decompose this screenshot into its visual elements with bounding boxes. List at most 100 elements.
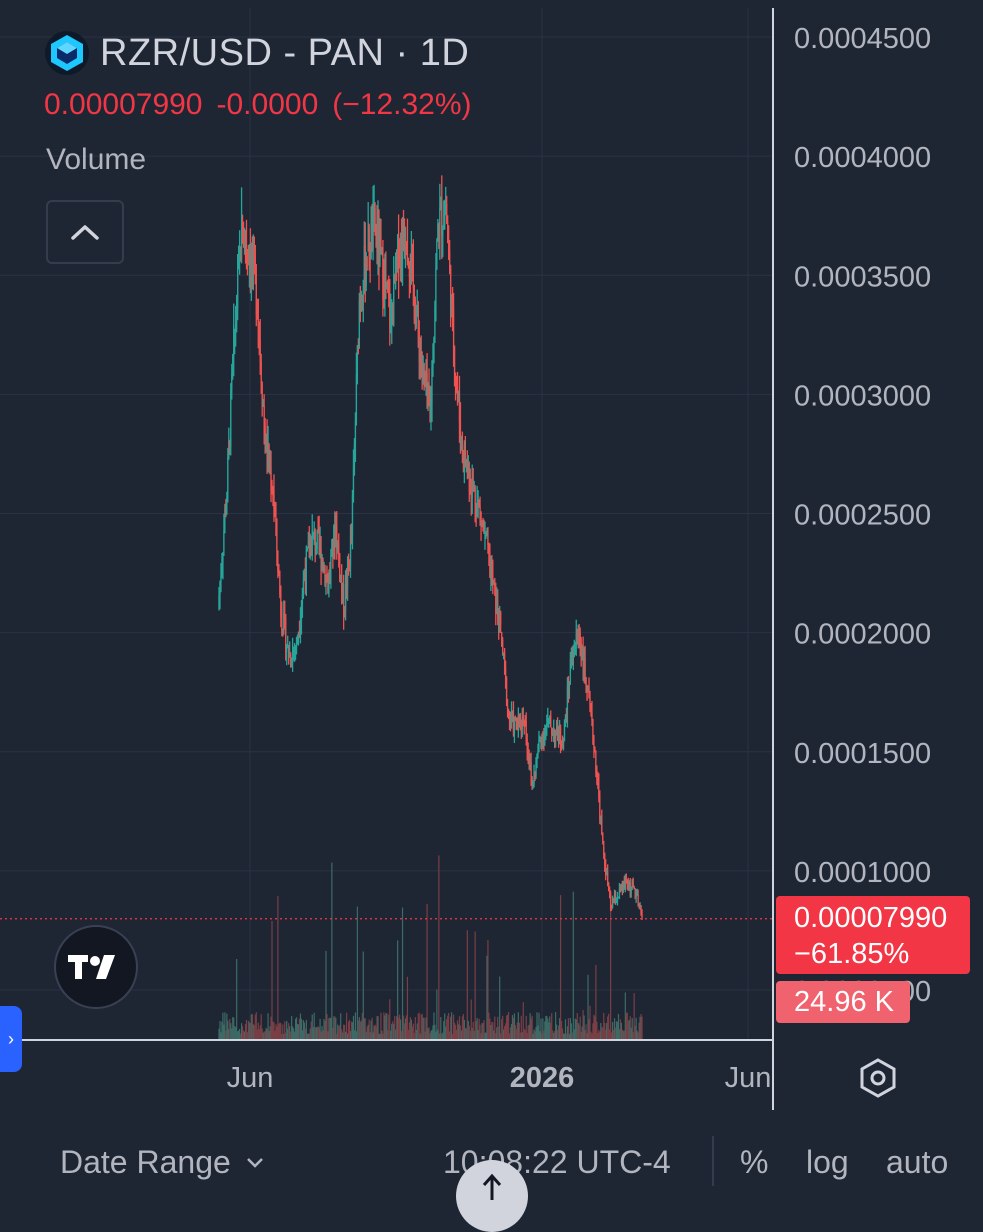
candle-body (478, 501, 480, 506)
candle-body (603, 847, 605, 855)
candle-body (560, 742, 563, 747)
tradingview-logo[interactable] (54, 925, 138, 1009)
candle-body (253, 250, 255, 258)
candle-body (502, 639, 504, 655)
candle-body (304, 573, 306, 585)
volume-bar (398, 1014, 401, 1040)
volume-bar (319, 1018, 321, 1040)
volume-bar (463, 1019, 465, 1040)
candle-body (392, 312, 394, 326)
volume-bar (249, 1023, 252, 1040)
candle-body (243, 230, 246, 245)
volume-bar (574, 1018, 576, 1040)
candle-body (219, 581, 221, 596)
candle-body (625, 878, 627, 884)
candle-body (418, 331, 420, 362)
volume-bar (521, 1032, 523, 1040)
log-toggle[interactable]: log (806, 1144, 849, 1180)
volume-bar (616, 1021, 619, 1040)
candle-body (425, 373, 427, 383)
volume-bar (471, 1027, 473, 1040)
volume-bar (474, 931, 476, 1040)
price-chart[interactable]: 0.0004500 0.0004000 0.0003500 0.0003000 0.00… (0, 0, 983, 1200)
candle-body (303, 574, 305, 580)
candle-body (249, 251, 252, 277)
candle-body (487, 533, 489, 546)
candle-body (585, 677, 587, 692)
volume-bar (483, 1020, 485, 1040)
volume-bar (561, 1028, 564, 1040)
candle-body (481, 522, 483, 524)
volume-bar (252, 1024, 254, 1040)
volume-bar (241, 1026, 244, 1040)
candle-body (272, 492, 274, 496)
volume-bar (599, 1031, 601, 1040)
volume-bar (288, 1023, 290, 1040)
volume-bar (247, 1020, 250, 1040)
candle-body (523, 721, 525, 726)
volume-bar (350, 1021, 353, 1040)
volume-bar (557, 1025, 560, 1040)
candle-body (302, 579, 305, 594)
candle-body (599, 797, 601, 820)
volume-bar (450, 1016, 452, 1040)
volume-bar (563, 1033, 566, 1040)
candle-body (296, 638, 299, 645)
y-tick-label: 0.0001000 (794, 857, 931, 889)
candle-body (344, 608, 346, 611)
candle-body (457, 393, 460, 395)
volume-bar (419, 1033, 421, 1040)
candle-body (231, 373, 233, 391)
percent-toggle[interactable]: % (740, 1144, 769, 1180)
candle-body (260, 361, 262, 385)
candle-body (640, 906, 642, 915)
x-tick-label: 2026 (510, 1062, 575, 1094)
auto-toggle[interactable]: auto (886, 1144, 949, 1180)
volume-bar (251, 1013, 253, 1040)
volume-bar (559, 895, 562, 1040)
candle-body (462, 452, 464, 465)
x-tick-label: Jun (725, 1062, 772, 1094)
volume-bar (256, 1029, 258, 1040)
volume-bar (250, 1014, 252, 1040)
volume-bar (630, 1027, 632, 1040)
settings-icon[interactable] (856, 1056, 900, 1100)
volume-bar (426, 904, 428, 1040)
side-panel-tab[interactable]: › (0, 1006, 22, 1072)
volume-bar (333, 1016, 335, 1040)
chevron-right-icon: › (8, 1028, 14, 1049)
volume-bar (327, 1031, 329, 1040)
volume-bar (369, 1032, 371, 1040)
volume-bar (354, 1012, 357, 1040)
candle-body (547, 716, 549, 724)
candle-body (606, 871, 608, 876)
volume-bar (287, 1028, 289, 1040)
volume-bar (518, 1022, 520, 1040)
volume-bar (365, 1031, 367, 1040)
candle-body (405, 248, 408, 251)
candle-body (379, 235, 381, 266)
candle-body (526, 738, 528, 751)
volume-bar (603, 1012, 605, 1040)
volume-bar (254, 1014, 256, 1040)
symbol-header[interactable]: RZR/USD - PAN · 1D (44, 30, 469, 76)
x-tick-label: Jun (227, 1062, 274, 1094)
volume-bar (512, 1017, 515, 1040)
chart-grid (0, 8, 773, 1040)
candle-body (324, 567, 326, 586)
candle-body (613, 894, 616, 904)
candle-body (539, 738, 541, 740)
candle-body (538, 738, 540, 752)
volume-legend[interactable]: Volume (46, 143, 147, 176)
collapse-legend-button[interactable] (46, 200, 124, 264)
volume-bar (328, 1018, 330, 1040)
scroll-to-top-button[interactable] (456, 1160, 528, 1232)
candle-body (341, 574, 343, 591)
volume-bar (338, 1026, 340, 1040)
candle-body (345, 582, 347, 611)
volume-bar (623, 1030, 625, 1040)
volume-bar (347, 1021, 350, 1040)
volume-bar (234, 1026, 236, 1040)
candle-body (383, 275, 385, 304)
date-range-button[interactable]: Date Range (60, 1144, 265, 1181)
